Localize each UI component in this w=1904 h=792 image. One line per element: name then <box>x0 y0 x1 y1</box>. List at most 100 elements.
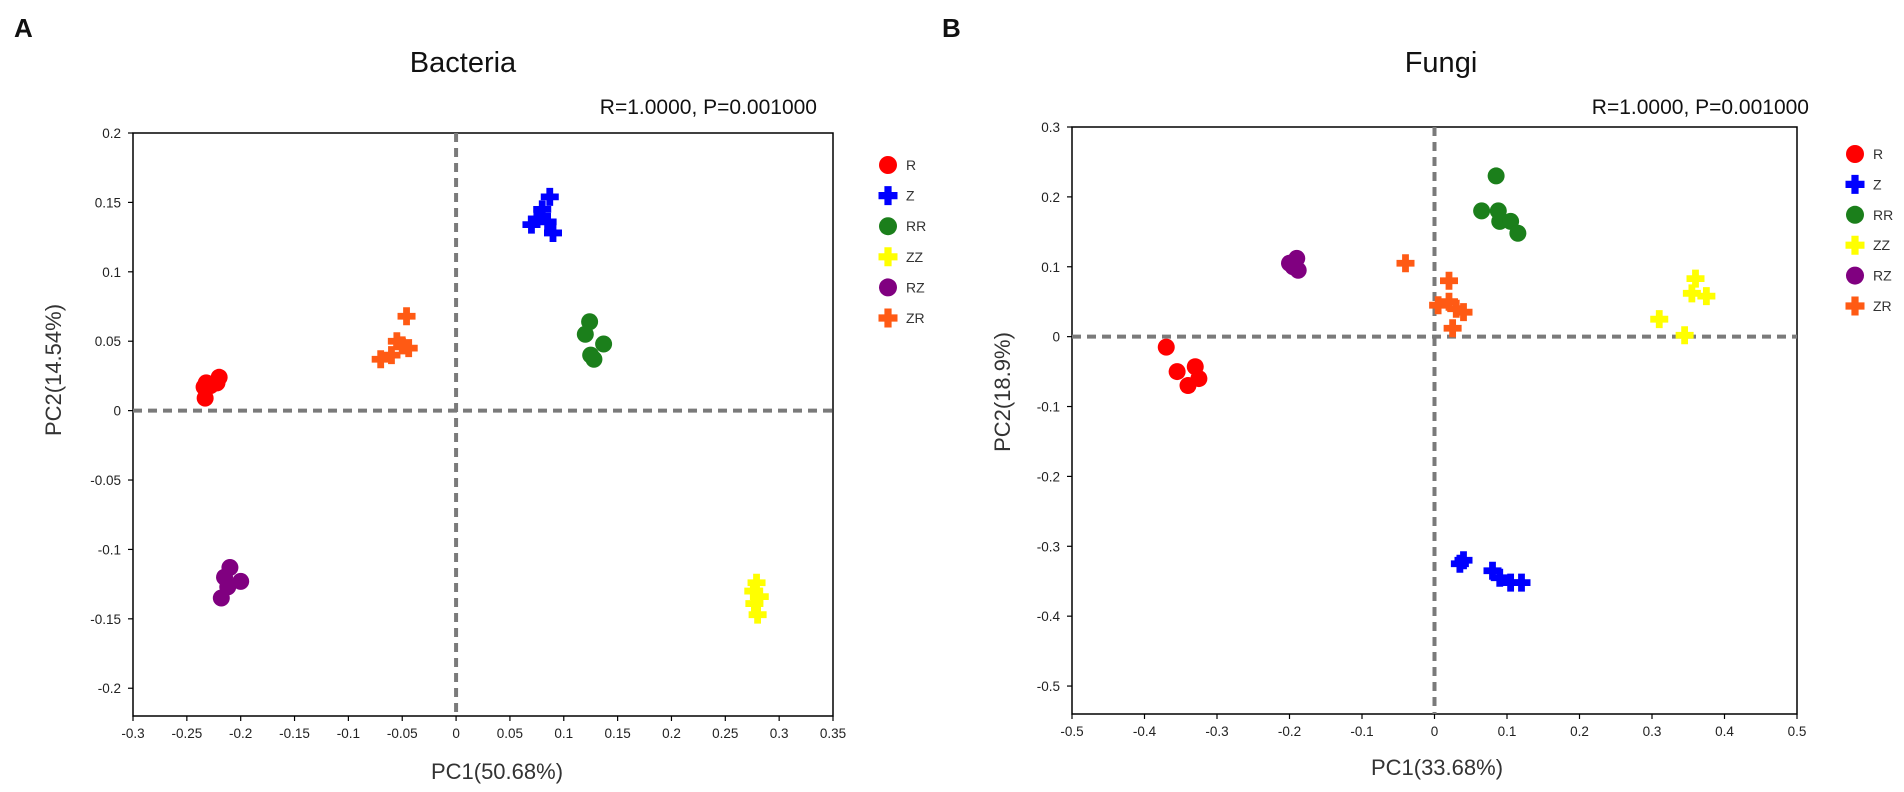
panel-b: B Fungi R=1.0000, P=0.001000 PC1(33.68%)… <box>942 13 1893 780</box>
panel-a-x-axis-label: PC1(50.68%) <box>431 759 563 784</box>
data-point-zr <box>397 307 416 326</box>
series-rr <box>576 313 613 368</box>
data-point-zz <box>1682 284 1701 303</box>
legend-marker-rr <box>1846 205 1864 224</box>
series-rz <box>212 558 250 607</box>
y-tick-label: 0 <box>1052 330 1060 345</box>
x-tick-label: 0.4 <box>1715 724 1734 739</box>
series-r <box>1157 338 1208 395</box>
data-point-zz <box>745 594 764 613</box>
legend-label-rz: RZ <box>1873 268 1892 284</box>
y-tick-label: -0.15 <box>90 612 121 627</box>
x-tick-label: -0.05 <box>387 726 418 741</box>
data-point-zr <box>1440 271 1458 290</box>
series-zr <box>371 307 418 369</box>
data-point-z <box>538 212 557 231</box>
legend-label-rz: RZ <box>906 279 925 295</box>
data-point-z <box>1454 551 1473 570</box>
data-point-rr <box>1487 167 1505 185</box>
panel-b-label: B <box>942 13 961 43</box>
legend-label-z: Z <box>906 188 915 204</box>
series-rr <box>1473 167 1527 242</box>
y-tick-label: 0.2 <box>102 126 121 141</box>
series-zz <box>744 573 769 624</box>
y-tick-label: -0.4 <box>1037 609 1061 624</box>
data-point-zr <box>1429 296 1448 315</box>
legend-marker-rz <box>879 278 897 297</box>
series-z <box>522 187 562 242</box>
data-point-zz <box>748 605 767 624</box>
data-point-zr <box>382 346 401 365</box>
y-tick-label: 0.15 <box>95 195 121 210</box>
data-point-z <box>544 223 562 242</box>
legend-marker-zz <box>878 247 898 267</box>
y-tick-label: -0.2 <box>98 681 121 696</box>
y-tick-label: 0.1 <box>1041 260 1060 275</box>
x-tick-label: 0.5 <box>1788 724 1807 739</box>
x-tick-label: -0.2 <box>1278 724 1301 739</box>
data-point-z <box>522 215 541 234</box>
data-point-zr <box>399 339 418 358</box>
data-point-zr <box>1396 254 1415 273</box>
legend-marker-zz <box>1845 235 1865 255</box>
y-tick-label: 0.1 <box>102 265 121 280</box>
data-point-rr <box>1473 202 1491 220</box>
data-point-z <box>1512 573 1531 592</box>
data-point-rr <box>1509 224 1527 242</box>
data-point-zr <box>387 332 406 351</box>
data-point-z <box>1483 561 1502 580</box>
legend-marker-r <box>1846 145 1864 163</box>
x-tick-label: -0.5 <box>1060 724 1083 739</box>
legend-label-zz: ZZ <box>906 249 924 265</box>
legend-label-zz: ZZ <box>1873 237 1891 253</box>
series-rz <box>1281 249 1307 279</box>
x-tick-label: 0.1 <box>1498 724 1517 739</box>
x-tick-label: 0.2 <box>1570 724 1589 739</box>
x-tick-label: 0.3 <box>1643 724 1662 739</box>
legend-label-r: R <box>906 157 916 173</box>
legend-marker-z <box>878 186 898 206</box>
legend-label-zr: ZR <box>906 310 925 326</box>
x-tick-label: -0.25 <box>171 726 202 741</box>
legend-label-rr: RR <box>1873 207 1893 223</box>
data-point-rr <box>585 350 603 368</box>
y-tick-label: -0.5 <box>1037 679 1060 694</box>
x-tick-label: 0.1 <box>554 726 573 741</box>
data-point-r <box>1168 363 1186 381</box>
data-point-rz <box>212 589 230 607</box>
data-point-zz <box>1686 269 1705 288</box>
panel-b-title: Fungi <box>1405 47 1478 79</box>
y-tick-label: -0.3 <box>1037 539 1060 554</box>
data-point-r <box>1157 338 1175 356</box>
y-tick-label: -0.1 <box>1037 400 1060 415</box>
data-point-r <box>196 389 214 407</box>
data-point-z <box>1450 554 1469 573</box>
x-tick-label: -0.4 <box>1133 724 1157 739</box>
data-point-rz <box>1289 261 1307 279</box>
legend-marker-r <box>879 156 897 174</box>
data-point-zr <box>1440 292 1458 311</box>
y-tick-label: 0 <box>113 404 121 419</box>
data-point-zz <box>744 582 763 601</box>
panel-a-label: A <box>14 13 33 43</box>
x-tick-label: 0.25 <box>712 726 738 741</box>
panel-a-title: Bacteria <box>410 47 517 79</box>
panel-a-y-axis-label: PC2(14.54%) <box>41 304 66 436</box>
y-tick-label: -0.05 <box>90 473 121 488</box>
data-point-z <box>540 187 559 206</box>
data-point-z <box>1490 568 1509 587</box>
panel-b-x-axis-label: PC1(33.68%) <box>1371 755 1503 780</box>
legend-label-rr: RR <box>906 218 926 234</box>
legend-marker-z <box>1845 174 1865 194</box>
panel-a-stat-text: R=1.0000, P=0.001000 <box>600 96 817 119</box>
data-point-zr <box>1443 319 1462 338</box>
data-point-z <box>533 200 552 219</box>
x-tick-label: -0.3 <box>1205 724 1228 739</box>
legend-marker-zr <box>878 308 898 328</box>
data-point-zz <box>1697 287 1716 306</box>
x-tick-label: 0.3 <box>770 726 789 741</box>
data-point-zr <box>371 350 390 369</box>
legend-label-r: R <box>1873 146 1883 162</box>
